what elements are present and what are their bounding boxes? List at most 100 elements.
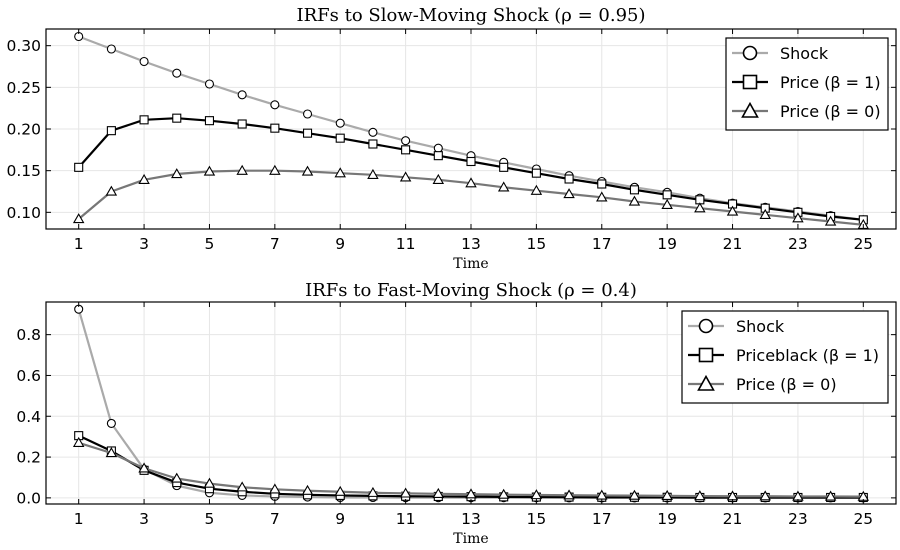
data-point-circle bbox=[237, 90, 247, 100]
data-point-square bbox=[531, 168, 541, 178]
data-point-circle bbox=[139, 56, 149, 67]
data-point-triangle bbox=[694, 490, 706, 501]
data-point-triangle bbox=[759, 208, 771, 219]
chart-title: IRFs to Slow-Moving Shock (ρ = 0.95) bbox=[296, 5, 645, 26]
data-point-triangle bbox=[105, 447, 118, 458]
legend-label: Shock bbox=[780, 44, 829, 63]
y-tick-label: 0.25 bbox=[6, 79, 41, 97]
data-point-triangle bbox=[465, 177, 477, 188]
data-point-square bbox=[302, 128, 313, 138]
x-tick-label: 9 bbox=[335, 510, 345, 528]
data-point-circle bbox=[106, 44, 116, 54]
data-point-circle bbox=[302, 109, 313, 119]
data-point-square bbox=[466, 156, 476, 167]
data-point-square bbox=[433, 151, 443, 161]
x-tick-label: 17 bbox=[592, 235, 612, 253]
legend-marker-square bbox=[698, 347, 714, 363]
x-tick-label: 1 bbox=[74, 235, 84, 253]
data-point-circle bbox=[172, 68, 182, 78]
data-point-triangle bbox=[596, 191, 608, 202]
data-point-triangle bbox=[72, 436, 85, 447]
chart-title: IRFs to Fast-Moving Shock (ρ = 0.4) bbox=[305, 280, 637, 301]
data-point-triangle bbox=[72, 213, 85, 224]
data-point-triangle bbox=[367, 168, 379, 179]
data-point-triangle bbox=[203, 165, 216, 176]
data-point-square bbox=[139, 115, 149, 125]
y-tick-label: 0.30 bbox=[6, 37, 41, 55]
x-tick-label: 19 bbox=[657, 235, 677, 253]
x-axis-label: Time bbox=[453, 256, 488, 272]
x-tick-label: 13 bbox=[461, 510, 481, 528]
x-tick-label: 21 bbox=[723, 510, 743, 528]
data-point-circle bbox=[433, 143, 443, 153]
y-tick-label: 0.10 bbox=[6, 204, 41, 222]
legend-marker-square bbox=[742, 74, 758, 90]
data-point-circle bbox=[368, 127, 378, 137]
x-tick-label: 21 bbox=[723, 235, 743, 253]
y-tick-label: 0.15 bbox=[6, 162, 41, 180]
data-point-triangle bbox=[661, 198, 673, 209]
data-point-triangle bbox=[530, 184, 543, 195]
legend-label: Price (β = 0) bbox=[780, 102, 881, 121]
data-point-square bbox=[629, 185, 640, 195]
legend-marker-triangle bbox=[697, 374, 715, 391]
data-point-triangle bbox=[236, 164, 248, 175]
data-point-square bbox=[597, 179, 607, 189]
y-tick-label: 0.2 bbox=[16, 449, 41, 467]
x-tick-label: 23 bbox=[788, 235, 808, 253]
data-point-square bbox=[106, 126, 116, 136]
data-point-circle bbox=[204, 79, 215, 89]
x-tick-label: 25 bbox=[853, 510, 873, 528]
data-point-square bbox=[172, 113, 182, 123]
data-point-square bbox=[204, 116, 215, 126]
data-point-square bbox=[270, 123, 280, 133]
data-point-circle bbox=[270, 100, 280, 110]
data-point-square bbox=[499, 162, 509, 172]
x-tick-label: 7 bbox=[270, 510, 280, 528]
data-point-triangle bbox=[334, 167, 346, 178]
x-tick-label: 3 bbox=[139, 510, 149, 528]
data-point-triangle bbox=[432, 487, 445, 498]
data-point-triangle bbox=[301, 165, 314, 176]
legend-label: Shock bbox=[736, 317, 785, 336]
data-point-triangle bbox=[726, 205, 739, 216]
data-point-triangle bbox=[497, 181, 510, 192]
x-tick-label: 3 bbox=[139, 235, 149, 253]
data-point-triangle bbox=[824, 490, 837, 501]
data-point-circle bbox=[401, 136, 411, 146]
y-tick-label: 0.6 bbox=[16, 367, 41, 385]
x-tick-label: 23 bbox=[788, 510, 808, 528]
legend-marker-circle bbox=[742, 45, 758, 61]
data-point-triangle bbox=[171, 472, 183, 483]
data-point-triangle bbox=[432, 173, 445, 184]
x-axis-label: Time bbox=[453, 531, 488, 547]
data-point-triangle bbox=[628, 195, 641, 206]
legend-marker-circle bbox=[698, 318, 714, 334]
data-point-triangle bbox=[465, 488, 477, 499]
x-tick-label: 11 bbox=[396, 510, 416, 528]
x-tick-label: 25 bbox=[853, 235, 873, 253]
legend-marker-triangle bbox=[741, 101, 759, 118]
data-point-square bbox=[74, 162, 84, 172]
x-tick-label: 15 bbox=[527, 235, 547, 253]
data-point-circle bbox=[335, 118, 345, 128]
data-point-triangle bbox=[563, 489, 575, 500]
data-point-triangle bbox=[334, 485, 346, 496]
y-tick-label: 0.20 bbox=[6, 121, 41, 139]
data-point-triangle bbox=[759, 490, 771, 501]
data-point-triangle bbox=[105, 185, 118, 196]
legend-label: Price (β = 0) bbox=[736, 375, 837, 394]
x-tick-label: 15 bbox=[527, 510, 547, 528]
x-tick-label: 11 bbox=[396, 235, 416, 253]
top-panel: 1 3 5 7 9 11 13 15 17 19 21 23 250.100.150.200.250.3… bbox=[6, 5, 897, 272]
data-point-triangle bbox=[399, 171, 412, 182]
legend: Shock Priceblack (β = 1) Price (β = 0) bbox=[681, 310, 889, 404]
data-point-square bbox=[564, 174, 574, 184]
data-point-square bbox=[662, 190, 672, 200]
data-point-triangle bbox=[269, 164, 281, 175]
bottom-panel: 1 3 5 7 9 11 13 15 17 19 21 23 250.00.20.40.60.8IRFs… bbox=[16, 280, 897, 547]
x-tick-label: 7 bbox=[270, 235, 280, 253]
data-point-triangle bbox=[236, 481, 248, 492]
data-point-triangle bbox=[530, 489, 543, 500]
